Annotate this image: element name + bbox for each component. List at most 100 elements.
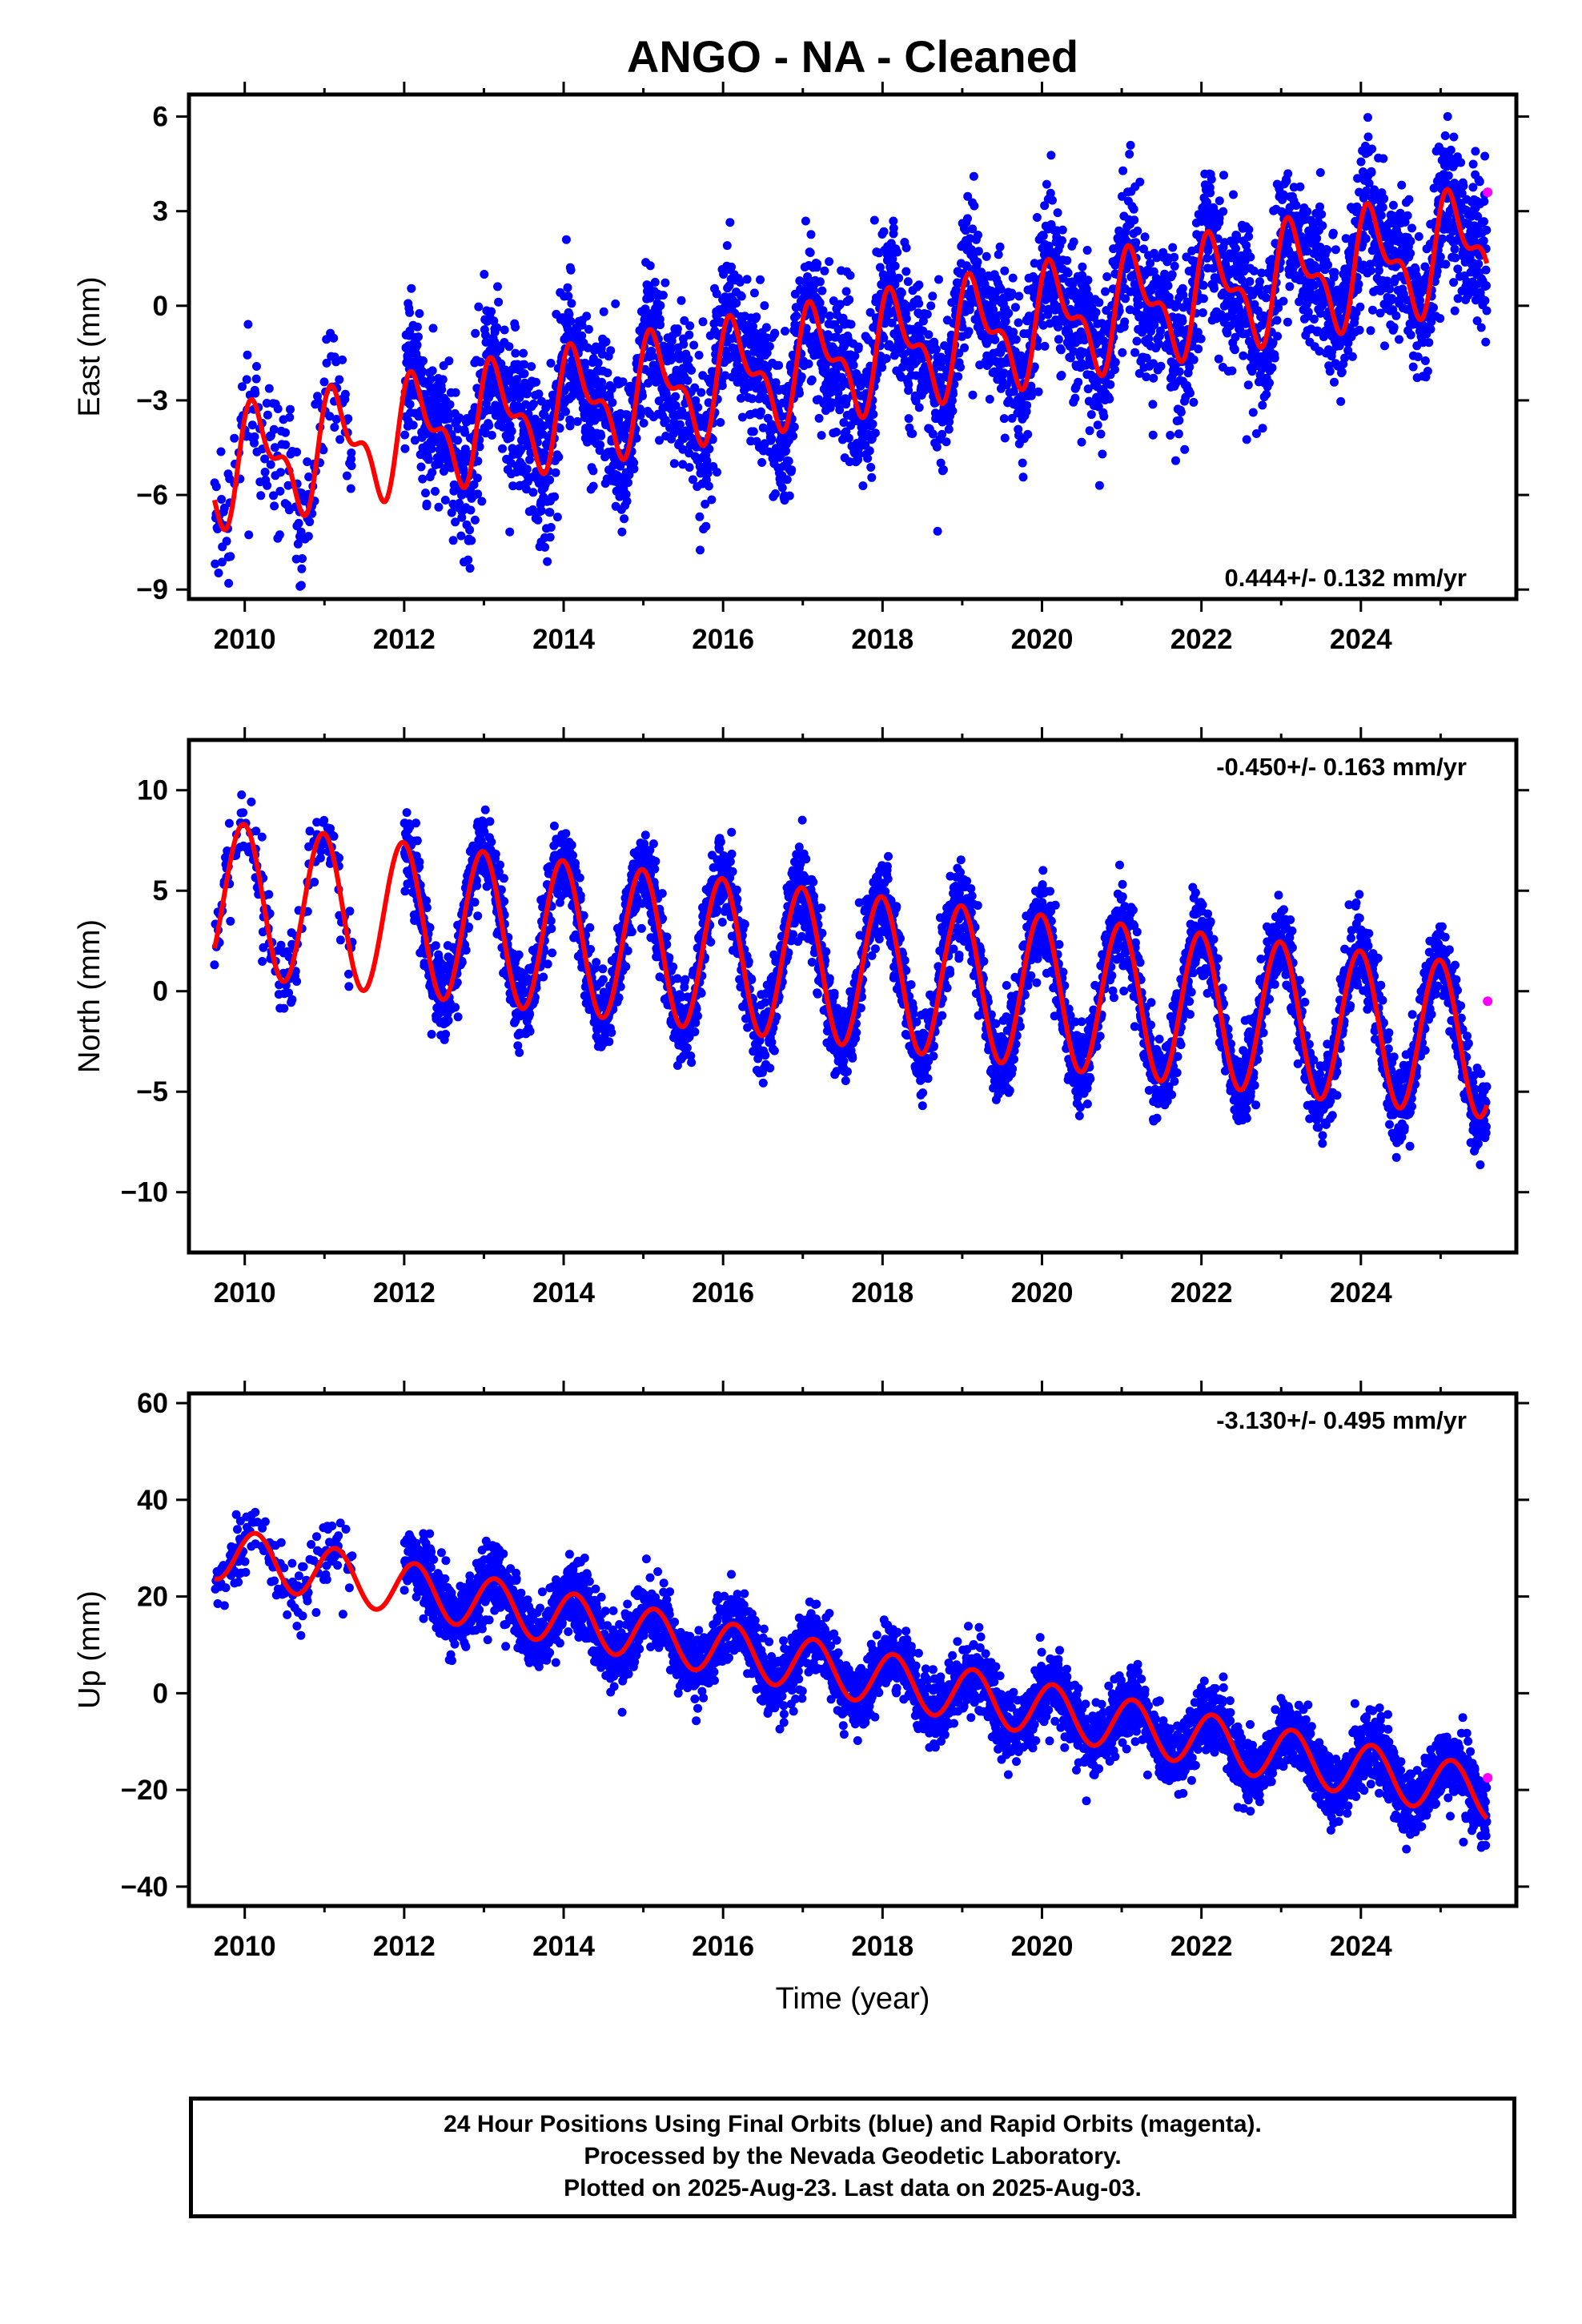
- east-y-tick-label: −9: [136, 574, 168, 605]
- east-point: [464, 555, 473, 565]
- east-point: [475, 442, 484, 452]
- east-point: [1227, 366, 1237, 376]
- east-point: [335, 435, 345, 444]
- east-point: [1245, 277, 1255, 286]
- east-point: [445, 400, 455, 409]
- east-point: [335, 375, 344, 384]
- east-point: [767, 434, 777, 444]
- east-point: [546, 523, 556, 532]
- east-point: [329, 333, 339, 343]
- east-point: [1163, 281, 1173, 291]
- east-point: [1149, 373, 1158, 383]
- east-point: [1456, 158, 1466, 167]
- east-point: [1196, 334, 1206, 344]
- east-point: [1404, 195, 1414, 204]
- east-point: [294, 518, 303, 528]
- east-point: [266, 460, 275, 469]
- east-point: [606, 346, 616, 356]
- east-point: [545, 508, 555, 517]
- east-point: [845, 271, 855, 280]
- east-point: [1258, 400, 1267, 410]
- east-point: [678, 460, 688, 469]
- east-point: [319, 445, 328, 455]
- east-point: [1046, 151, 1056, 160]
- east-point: [956, 363, 965, 372]
- east-point: [771, 489, 780, 498]
- east-point: [599, 307, 608, 316]
- east-point: [701, 521, 711, 531]
- east-point: [1057, 371, 1066, 380]
- east-point: [666, 345, 676, 355]
- east-point: [431, 433, 440, 442]
- north-point: [210, 960, 219, 970]
- east-point: [243, 350, 252, 360]
- east-point: [250, 438, 259, 448]
- north-point: [335, 935, 345, 945]
- east-point: [1118, 348, 1127, 357]
- east-point: [1077, 437, 1086, 447]
- east-point: [1178, 316, 1187, 326]
- east-point: [1426, 324, 1435, 334]
- east-point: [774, 360, 784, 370]
- east-point: [911, 396, 921, 406]
- east-point: [481, 331, 490, 340]
- east-point: [1054, 335, 1063, 344]
- east-point: [713, 468, 721, 477]
- east-point: [565, 415, 575, 424]
- east-point: [1135, 177, 1145, 187]
- east-point: [1093, 420, 1102, 430]
- east-point: [785, 491, 794, 501]
- east-point: [1168, 243, 1178, 252]
- east-point: [834, 394, 844, 404]
- east-point: [1474, 259, 1484, 269]
- east-point: [412, 340, 422, 350]
- east-rapid-orbit-point: [1483, 187, 1493, 198]
- east-point: [757, 407, 765, 416]
- east-point: [417, 367, 427, 376]
- east-point: [1285, 282, 1295, 292]
- east-point: [770, 328, 780, 338]
- east-point: [841, 287, 851, 296]
- east-point: [1125, 150, 1134, 159]
- east-point: [889, 223, 898, 233]
- north-final-orbit-points: [210, 790, 1492, 1169]
- east-point: [1363, 113, 1372, 123]
- east-point: [1315, 168, 1325, 177]
- east-point: [888, 254, 897, 263]
- east-point: [1356, 157, 1366, 167]
- east-point: [1337, 368, 1347, 377]
- east-point: [735, 277, 745, 287]
- east-point: [1239, 351, 1248, 360]
- east-point: [545, 533, 555, 542]
- east-point: [771, 378, 781, 388]
- east-point: [466, 505, 476, 515]
- east-point: [702, 456, 712, 465]
- east-point: [994, 250, 1003, 259]
- east-point: [1174, 416, 1184, 425]
- east-point: [416, 462, 426, 472]
- east-point: [1407, 223, 1416, 233]
- east-point: [1378, 203, 1387, 212]
- east-point: [1354, 279, 1363, 289]
- east-x-tick-label: 2024: [1330, 624, 1392, 655]
- east-point: [737, 292, 746, 301]
- east-point: [936, 458, 946, 468]
- east-point: [817, 431, 826, 440]
- east-point: [1366, 266, 1375, 275]
- east-point: [1395, 335, 1403, 344]
- east-point: [832, 428, 841, 436]
- east-point: [1101, 287, 1110, 296]
- east-point: [868, 420, 877, 428]
- east-point: [1102, 272, 1112, 281]
- east-point: [566, 316, 576, 326]
- north-point: [247, 797, 256, 806]
- east-point: [749, 288, 759, 298]
- east-point: [527, 362, 536, 372]
- east-point: [529, 399, 538, 408]
- east-point: [1449, 132, 1459, 142]
- east-point: [1481, 265, 1491, 275]
- east-point: [1258, 424, 1267, 433]
- east-point: [565, 421, 575, 431]
- east-point: [765, 342, 774, 351]
- east-point: [1148, 430, 1158, 440]
